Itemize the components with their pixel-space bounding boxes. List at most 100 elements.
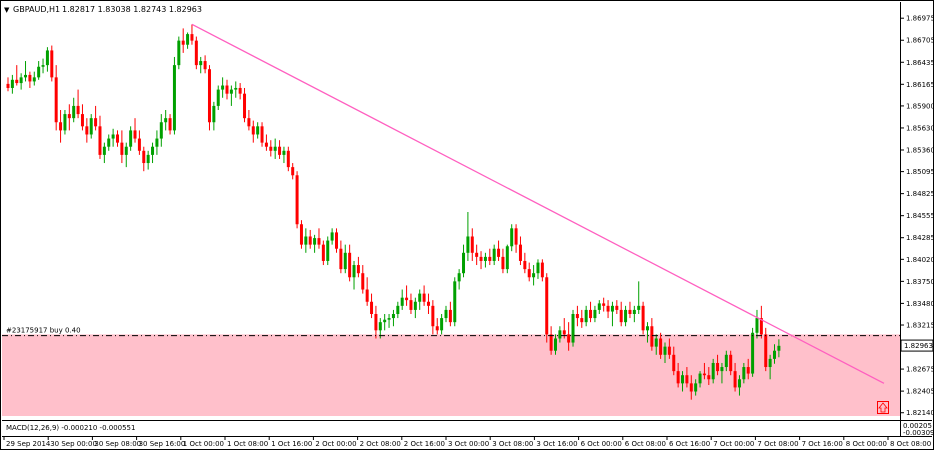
candle <box>694 379 698 396</box>
candle <box>356 256 360 278</box>
candle <box>698 371 702 388</box>
candle <box>291 163 295 180</box>
candle <box>286 146 290 172</box>
symbol-dropdown-icon[interactable]: ▼ <box>4 6 10 14</box>
candle <box>159 114 163 147</box>
candle <box>400 289 404 310</box>
candles <box>6 24 781 400</box>
time-tick-label: 2 Oct 00:00 <box>315 440 356 448</box>
time-tick-label: 7 Oct 08:00 <box>757 440 798 448</box>
candle <box>391 309 395 327</box>
candle <box>462 244 466 278</box>
candle <box>85 118 89 143</box>
candle <box>15 65 19 86</box>
price-tick-label: 1.86705 <box>906 37 934 45</box>
candle <box>637 281 641 314</box>
candle <box>374 305 378 339</box>
candle <box>532 265 536 286</box>
candle <box>67 104 71 131</box>
candle <box>527 262 531 282</box>
candle <box>742 362 746 384</box>
candle <box>260 122 264 147</box>
candle <box>466 212 470 261</box>
candle <box>352 260 356 290</box>
candle <box>413 297 417 319</box>
candle <box>554 334 557 355</box>
candle <box>269 140 273 157</box>
candle <box>308 229 312 249</box>
candle <box>681 371 685 392</box>
candle <box>124 142 128 168</box>
order-label: #23175917 buy 0.40 <box>6 327 81 335</box>
candle <box>151 142 155 164</box>
candle <box>716 354 720 376</box>
price-tick-label: 1.85630 <box>906 124 934 132</box>
candle <box>562 318 566 339</box>
candle <box>444 305 448 323</box>
candle <box>247 110 251 131</box>
candle <box>497 240 501 261</box>
candle <box>326 236 330 266</box>
candle <box>396 301 400 319</box>
price-tick-label: 1.83215 <box>906 322 934 330</box>
candle <box>777 339 781 358</box>
candle <box>624 305 628 327</box>
candle <box>593 305 597 323</box>
candle <box>641 301 645 335</box>
candle <box>737 375 741 396</box>
price-tick-label: 1.86975 <box>906 15 934 23</box>
candle <box>536 259 540 279</box>
price-tick-label: 1.86165 <box>906 81 934 89</box>
candle <box>720 362 724 384</box>
price-tick-label: 1.84825 <box>906 190 934 198</box>
buy-arrow-icon[interactable] <box>877 401 889 414</box>
time-tick-label: 3 Oct 16:00 <box>536 440 577 448</box>
candle <box>107 134 111 151</box>
candle <box>501 248 505 274</box>
candle <box>335 228 338 253</box>
price-tick-label: 1.82140 <box>906 409 934 417</box>
candle <box>330 228 334 245</box>
price-tick-label: 1.84555 <box>906 212 934 220</box>
trendline[interactable] <box>191 23 885 384</box>
candle <box>575 305 579 327</box>
candle <box>659 332 663 359</box>
candle <box>313 234 317 253</box>
candle <box>584 305 588 327</box>
candle <box>181 28 185 53</box>
candle <box>348 244 352 282</box>
price-tick-label: 1.82675 <box>906 366 934 374</box>
candle <box>37 61 41 80</box>
candle <box>479 251 483 270</box>
candle <box>514 224 518 253</box>
candle <box>365 277 369 306</box>
time-tick-label: 3 Oct 08:00 <box>492 440 533 448</box>
candle <box>422 285 426 306</box>
candle <box>10 74 14 94</box>
candle <box>558 326 562 343</box>
time-tick-label: 7 Oct 00:00 <box>713 440 754 448</box>
candle <box>483 252 487 268</box>
candle <box>142 146 146 172</box>
candle <box>45 47 49 72</box>
candle <box>676 362 680 388</box>
candle <box>672 346 676 376</box>
price-tick-label: 1.85095 <box>906 168 934 176</box>
candle <box>264 134 268 151</box>
time-tick-label: 1 Oct 00:00 <box>183 440 224 448</box>
candle <box>545 273 549 343</box>
candle <box>120 130 124 164</box>
candle <box>212 101 216 131</box>
candle <box>549 326 553 355</box>
candle <box>133 118 137 143</box>
candle <box>409 293 413 314</box>
candle <box>234 81 238 98</box>
candle <box>361 265 365 294</box>
candle <box>54 65 58 131</box>
time-tick-label: 29 Sep 2014 <box>6 440 51 448</box>
candle <box>50 45 54 82</box>
candle <box>225 79 229 100</box>
time-tick-label: 7 Oct 16:00 <box>802 440 843 448</box>
